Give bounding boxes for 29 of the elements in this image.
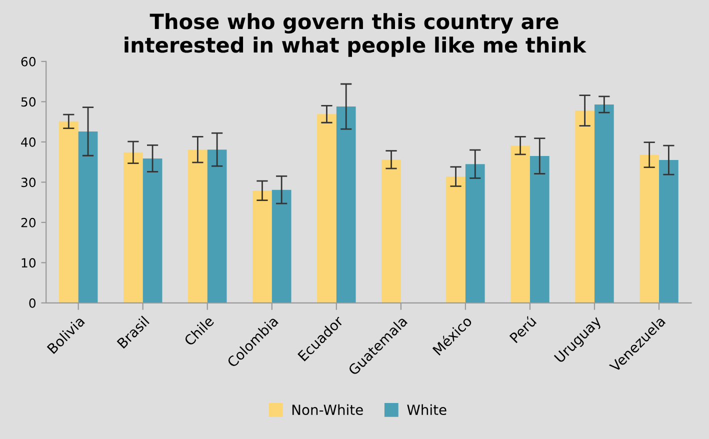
bar [252,190,272,303]
y-tick-label: 30 [21,178,36,188]
bar [594,104,614,303]
chart-title: Those who govern this country are interested in what people like me think [124,13,586,57]
bar [124,152,143,303]
y-tick-label: 50 [21,97,36,107]
bar [575,110,594,303]
bar [446,176,466,303]
bar [640,154,660,303]
bar [272,190,292,303]
bar [336,106,356,303]
bar [510,146,530,303]
y-tick-label: 40 [21,137,36,147]
bar [188,150,208,303]
bar [317,114,336,303]
y-tick-label: 60 [21,56,36,66]
bar [78,131,98,303]
legend-label: Non-White [292,404,363,416]
legend-label: White [407,404,446,416]
y-tick-label: 20 [21,218,36,228]
bar [465,164,485,303]
bar [530,156,550,303]
bar [207,150,227,303]
y-tick-label: 10 [22,258,36,268]
bar [382,160,401,303]
bar [142,158,162,303]
bar [58,121,78,303]
bar [659,160,678,303]
y-tick-label: 0 [29,298,36,308]
